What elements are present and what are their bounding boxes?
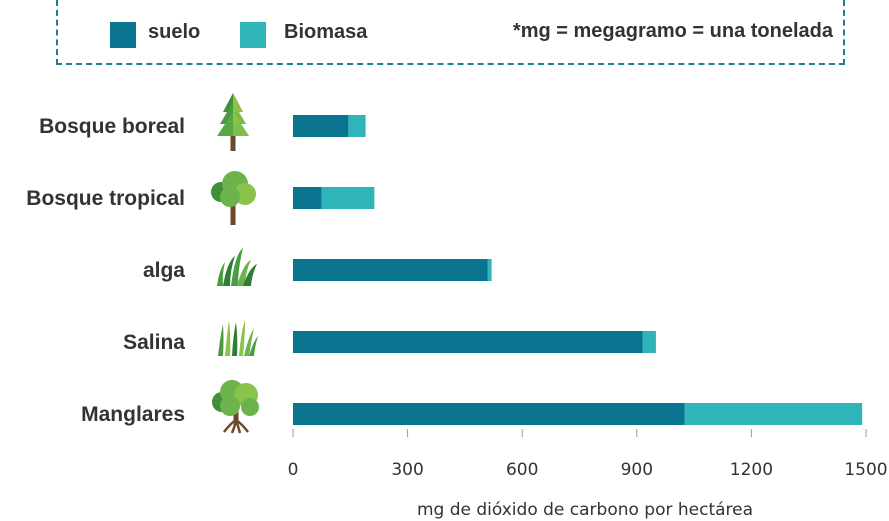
x-tick-label: 1500	[844, 460, 887, 480]
pine-tree-icon	[217, 93, 249, 151]
bar-suelo	[293, 403, 685, 425]
bars	[293, 115, 863, 425]
marsh-grass-icon	[218, 320, 258, 356]
bar-suelo	[293, 259, 488, 281]
legend-label-suelo: suelo	[148, 21, 201, 43]
x-axis: 0 300 600 900 1200 1500	[288, 429, 888, 480]
category-label: Bosque boreal	[39, 115, 185, 138]
bar-suelo	[293, 115, 349, 137]
x-tick-label: 900	[621, 460, 653, 480]
legend-swatch-biomasa	[240, 22, 266, 48]
bar-biomasa	[642, 331, 656, 353]
x-axis-title: mg de dióxido de carbono por hectárea	[417, 500, 753, 520]
x-tick-label: 0	[288, 460, 299, 480]
round-tree-icon	[211, 171, 256, 225]
legend-note: *mg = megagramo = una tonelada	[512, 20, 833, 42]
category-icons	[211, 93, 259, 434]
seagrass-icon	[217, 248, 257, 286]
legend-swatch-suelo	[110, 22, 136, 48]
bar-biomasa	[684, 403, 863, 425]
x-tick-label: 1200	[730, 460, 773, 480]
bar-suelo	[293, 331, 643, 353]
mangrove-tree-icon	[212, 380, 259, 434]
category-label: Manglares	[81, 403, 185, 426]
bar-biomasa	[348, 115, 366, 137]
legend: suelo Biomasa *mg = megagramo = una tone…	[56, 0, 845, 65]
bar-biomasa	[487, 259, 492, 281]
legend-label-biomasa: Biomasa	[284, 21, 368, 43]
x-tick-label: 600	[506, 460, 538, 480]
x-tick-label: 300	[391, 460, 423, 480]
category-label: alga	[143, 259, 185, 282]
category-label: Bosque tropical	[26, 187, 185, 210]
bar-suelo	[293, 187, 322, 209]
category-labels: Bosque boreal Bosque tropical alga Salina Ma…	[26, 115, 185, 426]
category-label: Salina	[123, 331, 185, 354]
bar-biomasa	[321, 187, 375, 209]
